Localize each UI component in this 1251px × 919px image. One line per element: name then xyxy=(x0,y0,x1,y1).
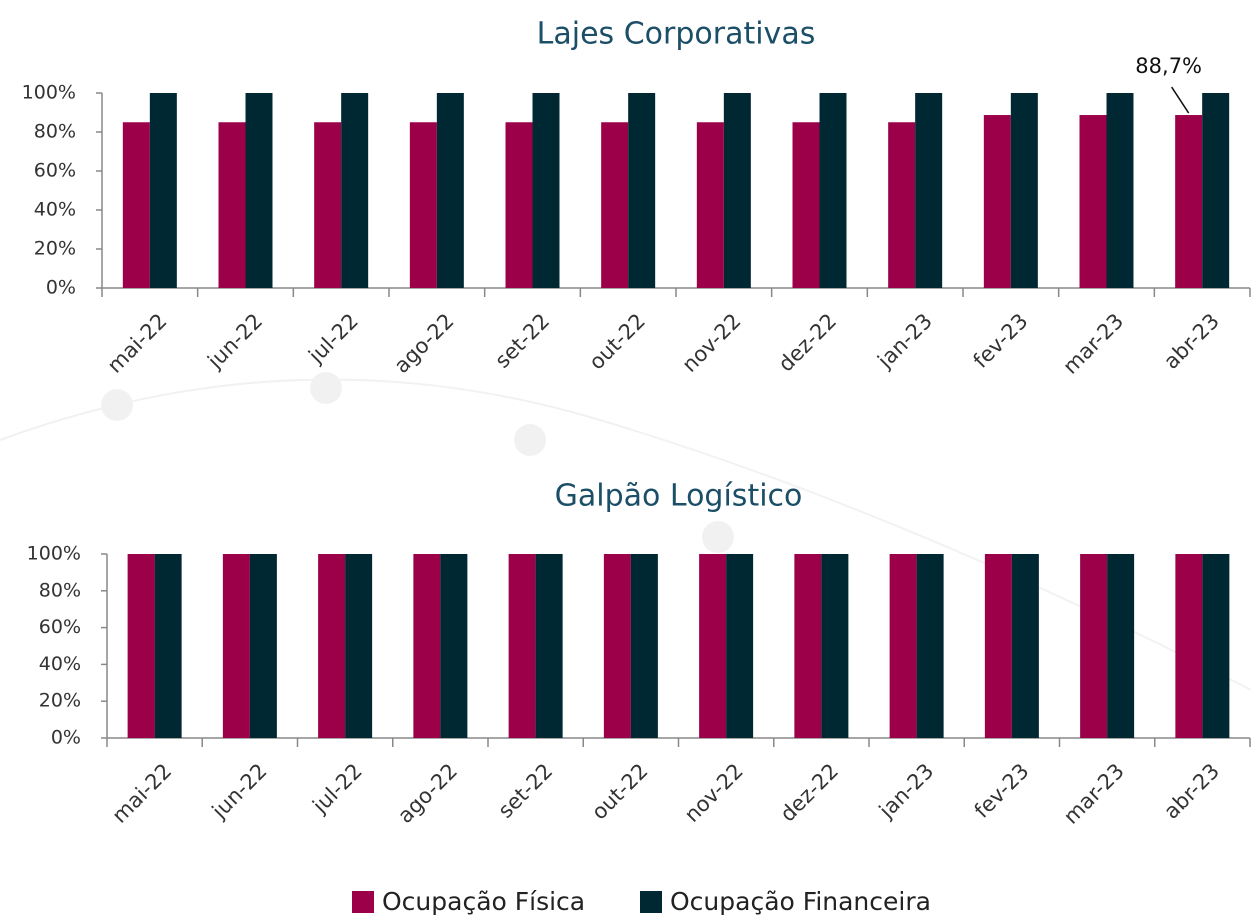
bar xyxy=(413,554,441,738)
y-tick-label: 60% xyxy=(39,616,81,638)
bar xyxy=(628,93,656,288)
x-tick-label: out-22 xyxy=(584,309,650,375)
bar xyxy=(149,93,177,288)
y-tick-label: 100% xyxy=(22,82,76,104)
x-tick-label: jun-22 xyxy=(202,309,267,374)
background-decoration xyxy=(0,372,1251,691)
bar xyxy=(1106,93,1134,288)
bar xyxy=(440,554,468,738)
bar xyxy=(122,122,150,288)
bar xyxy=(983,115,1011,288)
bar xyxy=(127,554,155,738)
x-tick-label: nov-22 xyxy=(677,309,745,377)
x-tick-label: ago-22 xyxy=(389,309,458,378)
bar xyxy=(1107,554,1135,738)
y-tick-label: 80% xyxy=(39,579,81,601)
bar xyxy=(532,93,560,288)
x-tick-label: dez-22 xyxy=(776,759,844,827)
bar xyxy=(1011,554,1039,738)
y-tick-label: 60% xyxy=(34,160,76,182)
label-leader xyxy=(1171,86,1190,114)
bar xyxy=(535,554,563,738)
x-tick-label: jun-22 xyxy=(207,759,272,824)
y-tick-label: 20% xyxy=(34,238,76,260)
y-tick-label: 20% xyxy=(39,690,81,712)
legend-swatch xyxy=(640,891,662,913)
bar xyxy=(792,122,820,288)
bar xyxy=(345,554,373,738)
x-tick-label: mar-23 xyxy=(1059,759,1129,829)
bar xyxy=(821,554,849,738)
x-tick-label: dez-22 xyxy=(774,309,842,377)
bar xyxy=(1080,554,1108,738)
bar xyxy=(984,554,1012,738)
x-tick-label: set-22 xyxy=(493,759,557,823)
x-tick-label: fev-23 xyxy=(970,759,1034,823)
bar xyxy=(1079,115,1107,288)
bar xyxy=(508,554,536,738)
bar xyxy=(603,554,631,738)
bar xyxy=(505,122,533,288)
bar xyxy=(699,554,727,738)
bar xyxy=(314,122,342,288)
legend-swatch xyxy=(352,891,374,913)
bar xyxy=(245,93,273,288)
bar xyxy=(318,554,346,738)
bar xyxy=(888,122,916,288)
y-tick-label: 40% xyxy=(39,653,81,675)
bar xyxy=(915,93,943,288)
x-tick-label: fev-23 xyxy=(969,309,1033,373)
x-tick-label: abr-23 xyxy=(1159,309,1224,374)
bar xyxy=(696,122,724,288)
chart-title: Lajes Corporativas xyxy=(537,17,816,52)
bar xyxy=(819,93,847,288)
y-tick-label: 40% xyxy=(34,199,76,221)
x-tick-label: jan-23 xyxy=(872,309,937,374)
bar xyxy=(723,93,751,288)
bar xyxy=(249,554,277,738)
value-label: 88,7% xyxy=(1135,54,1202,78)
x-tick-label: ago-22 xyxy=(393,759,462,828)
x-tick-label: set-22 xyxy=(490,309,554,373)
bar xyxy=(1202,554,1230,738)
y-tick-label: 0% xyxy=(51,727,81,749)
bar xyxy=(726,554,754,738)
bar xyxy=(218,122,246,288)
x-tick-label: mar-23 xyxy=(1058,309,1128,379)
bar xyxy=(154,554,182,738)
x-tick-label: nov-22 xyxy=(680,759,748,827)
bar xyxy=(1175,115,1203,288)
legend-label: Ocupação Financeira xyxy=(670,887,931,916)
y-tick-label: 80% xyxy=(34,121,76,143)
bar xyxy=(916,554,944,738)
bar xyxy=(794,554,822,738)
x-tick-label: out-22 xyxy=(587,759,653,825)
bar xyxy=(1175,554,1203,738)
x-tick-label: mai-22 xyxy=(107,759,176,828)
x-tick-label: abr-23 xyxy=(1159,759,1224,824)
y-tick-label: 100% xyxy=(27,543,81,565)
x-tick-label: jan-23 xyxy=(874,759,939,824)
x-tick-label: mai-22 xyxy=(103,309,172,378)
chart-title: Galpão Logístico xyxy=(555,479,803,514)
x-tick-label: jul-22 xyxy=(307,759,367,819)
bar xyxy=(341,93,369,288)
y-tick-label: 0% xyxy=(46,277,76,299)
bar xyxy=(1202,93,1230,288)
x-tick-label: jul-22 xyxy=(303,309,363,369)
bar xyxy=(889,554,917,738)
legend-label: Ocupação Física xyxy=(382,887,585,916)
bar xyxy=(409,122,437,288)
bar xyxy=(601,122,629,288)
bar xyxy=(630,554,658,738)
bar xyxy=(1010,93,1038,288)
bar xyxy=(222,554,250,738)
bar xyxy=(436,93,464,288)
